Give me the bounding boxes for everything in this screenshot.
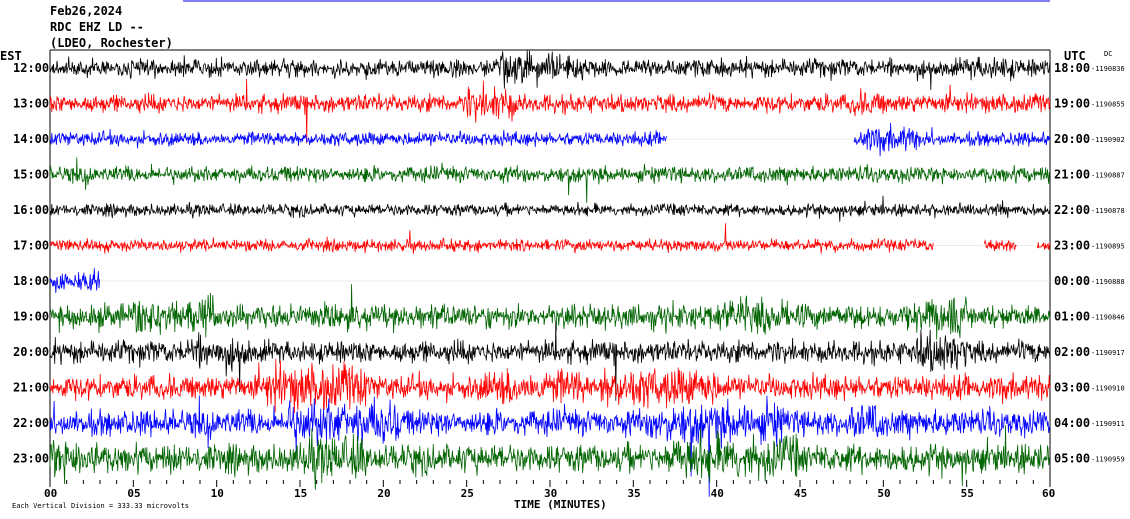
title-line-3: (LDEO, Rochester)	[50, 36, 173, 50]
seismic-trace-1700	[49, 223, 1051, 254]
est-hour-label: 17:00	[13, 239, 49, 253]
dc-offset-value: -1190836	[1091, 65, 1125, 73]
est-hour-label: 15:00	[13, 168, 49, 182]
dc-offset-value: -1190959	[1091, 456, 1125, 464]
utc-hour-label: 23:00	[1054, 239, 1090, 253]
seismic-trace-2100	[49, 358, 1051, 414]
dc-offset-value: -1190917	[1091, 349, 1125, 357]
utc-hour-label: 19:00	[1054, 97, 1090, 111]
est-hour-label: 18:00	[13, 274, 49, 288]
x-tick-label: 60	[1042, 487, 1055, 500]
seismic-trace-1900	[49, 284, 1051, 340]
dc-offset-value: -1190887	[1091, 172, 1125, 180]
x-tick-label: 00	[44, 487, 57, 500]
utc-hour-label: 05:00	[1054, 452, 1090, 466]
utc-hour-label: 01:00	[1054, 310, 1090, 324]
utc-hour-label: 22:00	[1054, 203, 1090, 217]
x-tick-label: 25	[461, 487, 474, 500]
seismic-trace-1500	[49, 157, 1050, 203]
seismic-trace-1600	[49, 195, 1051, 222]
dc-offset-value: -1190911	[1091, 420, 1125, 428]
trace-group	[49, 50, 1051, 497]
seismic-trace-1400	[49, 122, 1051, 157]
seismic-trace-2200	[49, 395, 1051, 497]
dc-offset-value: -1190902	[1091, 136, 1125, 144]
seismic-trace-1800	[49, 268, 100, 294]
footer-scale-note: Each Vertical Division = 333.33 microvol…	[12, 502, 189, 510]
est-label: EST	[0, 49, 22, 63]
est-hour-label: 20:00	[13, 345, 49, 359]
x-tick-label: 15	[294, 487, 307, 500]
x-tick-label: 50	[877, 487, 890, 500]
est-hour-label: 14:00	[13, 132, 49, 146]
x-tick-label: 30	[544, 487, 557, 500]
title-line-2: RDC EHZ LD --	[50, 20, 144, 34]
est-hour-label: 21:00	[13, 381, 49, 395]
dc-offset-value: -1190895	[1091, 243, 1125, 251]
est-hour-label: 13:00	[13, 97, 49, 111]
utc-hour-label: 21:00	[1054, 168, 1090, 182]
utc-hour-label: 04:00	[1054, 416, 1090, 430]
seismic-trace-1300	[49, 78, 1051, 144]
seismic-trace-2300	[49, 425, 1051, 490]
x-tick-label: 40	[711, 487, 724, 500]
est-hour-labels: 12:00 13:00 14:00 15:00 16:00 17:00 18:00 19:00…	[13, 61, 49, 466]
utc-label: UTC	[1064, 49, 1086, 63]
dc-offset-value: -1190846	[1091, 314, 1125, 322]
x-tick-label: 35	[627, 487, 640, 500]
x-tick-label: 55	[961, 487, 974, 500]
utc-hour-label: 00:00	[1054, 274, 1090, 288]
seismic-trace-1200	[49, 50, 1051, 90]
x-tick-label: 45	[794, 487, 807, 500]
x-axis-ticks: 00 05 10 15 20 25 30 35 40 45 50 55 60	[44, 487, 1055, 500]
utc-hour-label: 02:00	[1054, 345, 1090, 359]
est-hour-label: 16:00	[13, 203, 49, 217]
x-axis-label: TIME (MINUTES)	[514, 498, 607, 511]
utc-hour-label: 20:00	[1054, 132, 1090, 146]
title-line-1: Feb26,2024	[50, 4, 122, 18]
dc-offset-value: -1190888	[1091, 278, 1125, 286]
dc-offset-value: -1190878	[1091, 207, 1125, 215]
est-hour-label: 23:00	[13, 452, 49, 466]
seismic-trace-2000	[49, 322, 1051, 401]
x-tick-label: 10	[211, 487, 224, 500]
utc-hour-label: 18:00	[1054, 61, 1090, 75]
dc-offset-value: -1190855	[1091, 101, 1125, 109]
est-hour-label: 12:00	[13, 61, 49, 75]
x-tick-label: 20	[377, 487, 390, 500]
utc-hour-labels: 18:00 -1190836 19:00 -1190855 20:00 -1190902 2…	[1054, 61, 1125, 466]
est-hour-label: 19:00	[13, 310, 49, 324]
dc-offset-value: -1190910	[1091, 385, 1125, 393]
dc-label: DC	[1104, 50, 1112, 58]
x-tick-label: 05	[127, 487, 140, 500]
est-hour-label: 22:00	[13, 416, 49, 430]
utc-hour-label: 03:00	[1054, 381, 1090, 395]
